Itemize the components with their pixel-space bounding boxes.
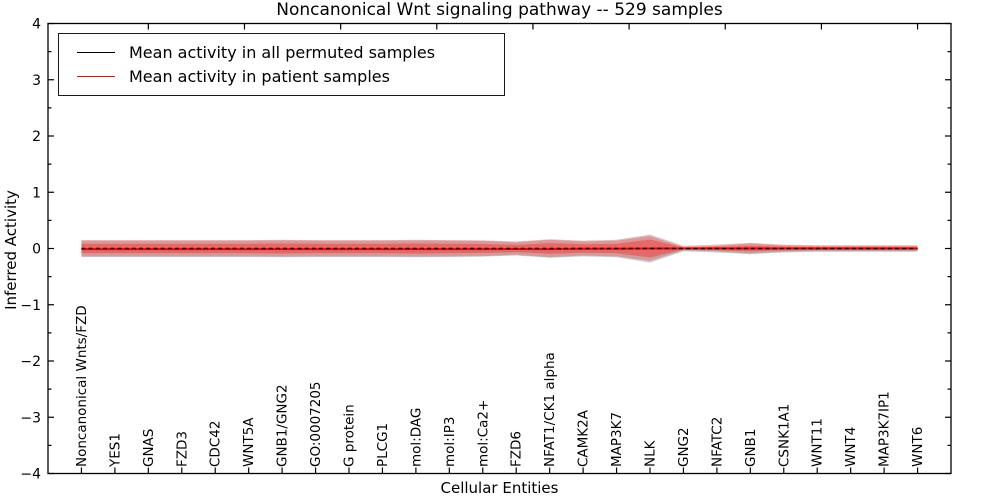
y-tick-label: 2 (32, 129, 41, 145)
x-tick-label: WNT6 (910, 427, 926, 467)
x-tick-label: WNT5A (241, 417, 257, 467)
legend-label-permuted: Mean activity in all permuted samples (129, 42, 436, 62)
x-tick-label: WNT11 (810, 418, 826, 467)
y-tick-label: 1 (32, 185, 41, 201)
x-tick-label: CSNK1A1 (776, 404, 792, 467)
x-tick-label: MAP3K7IP1 (877, 391, 893, 467)
x-axis-label: Cellular Entities (440, 479, 559, 497)
x-tick-label: WNT4 (843, 427, 859, 467)
x-tick-label: PLCG1 (375, 423, 391, 467)
legend-item-patient: Mean activity in patient samples (69, 67, 494, 86)
x-tick-label: CDC42 (208, 421, 224, 467)
y-tick-label: 3 (32, 73, 41, 89)
y-tick-label: 4 (32, 17, 41, 33)
x-tick-label: GNB1/GNG2 (275, 384, 291, 467)
x-tick-label: GNB1 (743, 429, 759, 467)
y-tick-label: 0 (32, 242, 41, 258)
y-tick-label: −4 (20, 467, 41, 483)
y-tick-label: −3 (20, 410, 41, 426)
x-tick-label: MAP3K7 (609, 412, 625, 467)
y-tick-label: −2 (20, 354, 41, 370)
y-axis-label: Inferred Activity (2, 190, 20, 310)
x-tick-label: GNAS (141, 429, 157, 467)
legend-item-permuted: Mean activity in all permuted samples (69, 43, 494, 62)
x-tick-label: CAMK2A (576, 409, 592, 467)
legend-line-red-icon (77, 76, 115, 78)
x-tick-label: Noncanonical Wnts/FZD (74, 305, 90, 467)
chart-title: Noncanonical Wnt signaling pathway -- 52… (276, 0, 723, 20)
x-tick-label: NFAT1/CK1 alpha (542, 352, 558, 467)
x-tick-label: G protein (342, 404, 358, 467)
x-tick-label: YES1 (107, 433, 123, 468)
legend-line-black-icon (77, 51, 115, 53)
x-tick-label: NLK (643, 439, 659, 467)
x-tick-label: FZD3 (174, 431, 190, 467)
x-tick-label: mol:IP3 (442, 417, 458, 467)
x-tick-label: NFATC2 (709, 417, 725, 467)
x-tick-label: FZD6 (509, 431, 525, 467)
y-tick-label: −1 (20, 298, 41, 314)
x-tick-label: GNG2 (676, 427, 692, 467)
legend: Mean activity in all permuted samples Me… (58, 33, 505, 96)
x-tick-label: mol:DAG (408, 408, 424, 467)
x-tick-label: GO:0007205 (308, 381, 324, 467)
x-tick-label: mol:Ca2+ (475, 400, 491, 467)
legend-label-patient: Mean activity in patient samples (129, 67, 390, 87)
